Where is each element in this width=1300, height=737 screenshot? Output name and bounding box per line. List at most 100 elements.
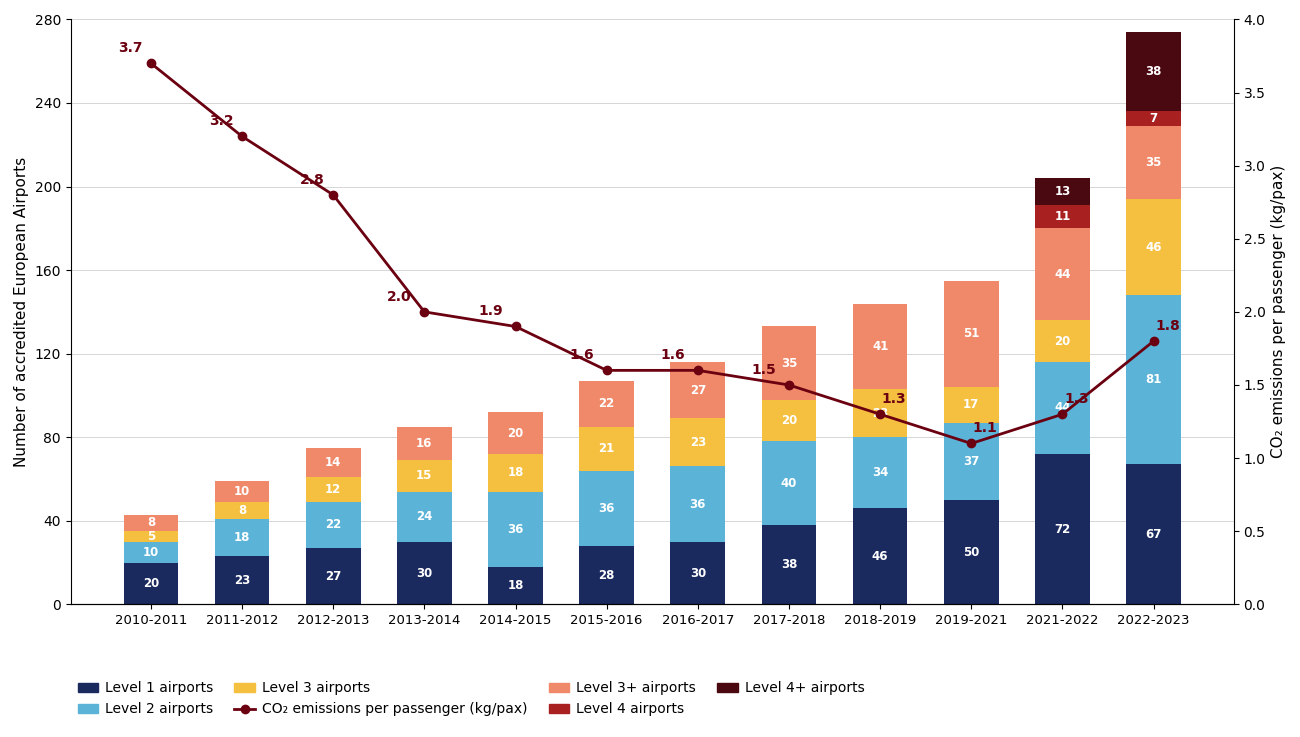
Text: 50: 50: [963, 545, 979, 559]
Text: 10: 10: [234, 485, 250, 498]
Text: 22: 22: [598, 397, 615, 411]
Text: 34: 34: [872, 467, 888, 479]
Text: 1.9: 1.9: [478, 304, 503, 318]
Text: 41: 41: [872, 340, 888, 353]
Text: 1.1: 1.1: [972, 421, 997, 435]
Bar: [671, 419, 725, 467]
Bar: [944, 281, 998, 387]
Text: 30: 30: [416, 567, 433, 579]
Text: 38: 38: [1145, 65, 1162, 78]
Text: 1.6: 1.6: [569, 348, 594, 362]
Text: 36: 36: [689, 497, 706, 511]
Text: 18: 18: [507, 579, 524, 592]
Bar: [306, 502, 360, 548]
Bar: [396, 492, 451, 542]
Text: 11: 11: [1054, 210, 1071, 223]
Text: 46: 46: [872, 550, 888, 563]
Bar: [124, 542, 178, 562]
Text: 81: 81: [1145, 373, 1162, 386]
Bar: [853, 509, 907, 604]
Y-axis label: Number of accredited European Airports: Number of accredited European Airports: [14, 157, 29, 467]
Bar: [853, 437, 907, 509]
Text: 23: 23: [234, 574, 250, 587]
Text: 20: 20: [507, 427, 524, 439]
Text: 21: 21: [598, 442, 615, 455]
Bar: [1126, 464, 1180, 604]
Text: 8: 8: [147, 517, 155, 529]
Text: 44: 44: [1054, 268, 1071, 281]
Text: 8: 8: [238, 504, 246, 517]
Text: 12: 12: [325, 483, 342, 496]
Bar: [396, 427, 451, 460]
Bar: [306, 447, 360, 477]
Bar: [1035, 454, 1089, 604]
Text: 24: 24: [416, 510, 433, 523]
Text: 22: 22: [325, 518, 342, 531]
Bar: [124, 531, 178, 542]
Text: 23: 23: [872, 407, 888, 419]
Text: 1.8: 1.8: [1156, 319, 1180, 333]
Text: 15: 15: [416, 469, 433, 482]
Bar: [580, 471, 634, 546]
Bar: [1126, 111, 1180, 126]
Text: 23: 23: [690, 436, 706, 449]
Text: 20: 20: [1054, 335, 1071, 348]
Text: 67: 67: [1145, 528, 1162, 541]
Text: 40: 40: [781, 477, 797, 489]
Text: 18: 18: [234, 531, 250, 544]
Y-axis label: CO₂ emissions per passenger (kg/pax): CO₂ emissions per passenger (kg/pax): [1271, 165, 1286, 458]
Bar: [1035, 206, 1089, 228]
Bar: [306, 477, 360, 502]
Bar: [762, 326, 816, 399]
Text: 51: 51: [963, 327, 979, 340]
Bar: [580, 546, 634, 604]
Text: 18: 18: [507, 467, 524, 479]
Text: 20: 20: [781, 414, 797, 427]
Text: 7: 7: [1149, 112, 1158, 125]
Text: 30: 30: [690, 567, 706, 579]
Text: 27: 27: [690, 384, 706, 397]
Text: 1.3: 1.3: [881, 392, 906, 406]
Bar: [762, 525, 816, 604]
Bar: [214, 556, 269, 604]
Text: 3.7: 3.7: [118, 41, 142, 55]
Text: 2.0: 2.0: [387, 290, 412, 304]
Text: 38: 38: [781, 558, 797, 571]
Bar: [762, 441, 816, 525]
Bar: [396, 542, 451, 604]
Bar: [124, 514, 178, 531]
Text: 10: 10: [143, 545, 159, 559]
Bar: [580, 381, 634, 427]
Text: 44: 44: [1054, 402, 1071, 414]
Text: 16: 16: [416, 437, 433, 450]
Text: 28: 28: [598, 568, 615, 581]
Bar: [1126, 295, 1180, 464]
Bar: [853, 304, 907, 389]
Text: 14: 14: [325, 455, 342, 469]
Text: 20: 20: [143, 577, 159, 590]
Bar: [1035, 178, 1089, 206]
Bar: [396, 460, 451, 492]
Text: 27: 27: [325, 570, 342, 583]
Bar: [214, 519, 269, 556]
Bar: [489, 454, 543, 492]
Text: 3.2: 3.2: [209, 114, 234, 128]
Text: 72: 72: [1054, 523, 1071, 536]
Bar: [489, 492, 543, 567]
Text: 36: 36: [598, 502, 615, 514]
Bar: [1126, 32, 1180, 111]
Bar: [1035, 228, 1089, 320]
Text: 1.5: 1.5: [751, 363, 776, 377]
Text: 35: 35: [1145, 156, 1162, 169]
Text: 2.8: 2.8: [300, 172, 325, 186]
Bar: [671, 362, 725, 419]
Bar: [124, 562, 178, 604]
Bar: [671, 467, 725, 542]
Text: 17: 17: [963, 398, 979, 411]
Bar: [489, 412, 543, 454]
Bar: [214, 502, 269, 519]
Text: 35: 35: [781, 357, 797, 369]
Bar: [944, 500, 998, 604]
Bar: [1035, 362, 1089, 454]
Bar: [1126, 126, 1180, 199]
